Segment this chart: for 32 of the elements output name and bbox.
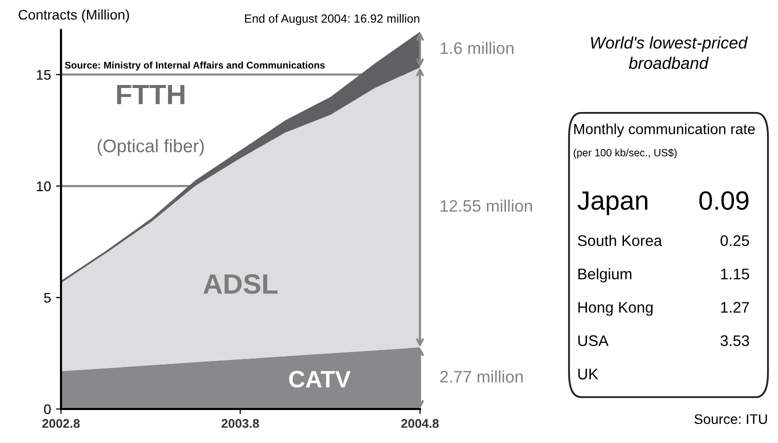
x-tick-label: 2004.8 xyxy=(401,419,439,428)
y-axis-title: Contracts (Million) xyxy=(18,9,129,22)
annotation: 1.6 million xyxy=(440,42,514,54)
annotation: 2.77 million xyxy=(440,370,523,383)
source-note: Source: ITU xyxy=(694,414,767,424)
category-label: USA xyxy=(578,335,609,346)
y-tick-label: 10 xyxy=(36,181,51,192)
y-tick-label: 0 xyxy=(44,404,51,414)
category-label: Japan xyxy=(578,191,648,216)
text: Monthly communication rate xyxy=(574,124,755,138)
annotation: End of August 2004: 16.92 million xyxy=(245,14,420,26)
data-label: 0.09 xyxy=(699,191,748,210)
y-tick-label: 15 xyxy=(36,70,51,80)
annotation: Source: Ministry of Internal Affairs and Communications xyxy=(64,61,325,71)
x-tick-label: 2003.8 xyxy=(222,419,259,428)
annotation: 12.55 million xyxy=(440,200,532,212)
data-label: 1.27 xyxy=(721,302,749,313)
data-label: 0.25 xyxy=(720,235,750,246)
category-label: UK xyxy=(578,368,598,380)
data-label: 1.15 xyxy=(721,268,750,280)
series-label: ADSL xyxy=(203,274,278,294)
text: FTTH xyxy=(117,84,184,104)
category-label: Hong Kong xyxy=(578,302,653,316)
text: World's lowest-priced broadband xyxy=(591,36,748,70)
annotation: (Optical fiber) xyxy=(98,139,204,156)
series-label: CATV xyxy=(289,370,351,388)
y-tick-label: 5 xyxy=(44,293,51,303)
data-label: 3.53 xyxy=(720,335,750,346)
category-label: Belgium xyxy=(578,268,632,282)
text: (per 100 kb/sec., US$) xyxy=(574,148,677,158)
x-tick-label: 2002.8 xyxy=(42,419,80,428)
category-label: South Korea xyxy=(578,234,662,246)
